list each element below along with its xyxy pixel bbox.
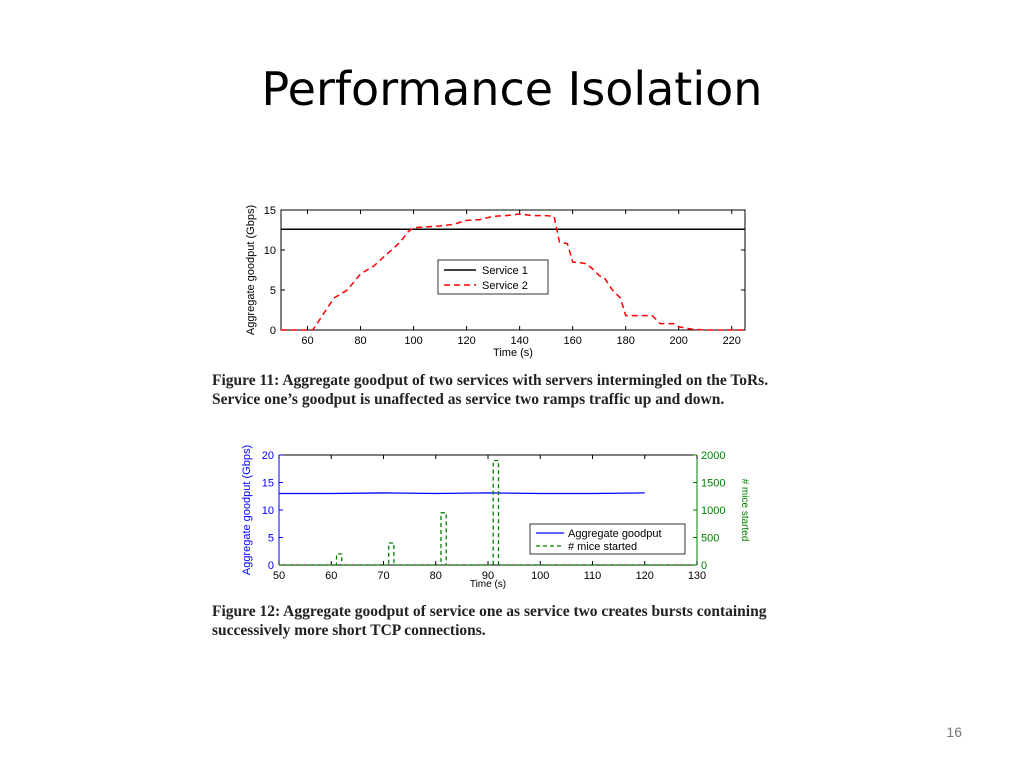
- y-tick-label: 20: [262, 450, 274, 462]
- x-tick-label: 220: [723, 335, 741, 347]
- y2-axis-label: # mice started: [739, 479, 750, 542]
- x-axis-label: Time (s): [493, 347, 533, 359]
- x-tick-label: 110: [584, 570, 602, 582]
- x-tick-label: 60: [301, 335, 313, 347]
- x-tick-label: 100: [531, 570, 549, 582]
- y-tick-label: 10: [264, 245, 276, 257]
- x-tick-label: 60: [325, 570, 337, 582]
- x-tick-label: 130: [688, 570, 706, 582]
- figure-11-caption: Figure 11: Aggregate goodput of two serv…: [212, 372, 769, 408]
- figure-11-chart: 60 80 100 120 140 160 180 200 220 0 5 10 15 Time (s) A…: [245, 205, 746, 359]
- x-tick-label: 90: [482, 570, 494, 582]
- x-tick-label: 120: [457, 335, 475, 347]
- x-tick-label: 50: [273, 570, 285, 582]
- y-tick-label: 5: [268, 533, 274, 545]
- x-tick-label: 180: [617, 335, 635, 347]
- y-tick-label: 0: [268, 560, 274, 572]
- x-tick-label: 140: [510, 335, 528, 347]
- series-line-2: [279, 459, 697, 566]
- y-tick-label: 15: [264, 205, 276, 217]
- page-number: 16: [946, 724, 962, 740]
- legend-label: # mice started: [568, 541, 637, 553]
- y2-tick-label: 1500: [701, 478, 725, 490]
- x-tick-label: 80: [430, 570, 442, 582]
- x-tick-label: 120: [636, 570, 654, 582]
- x-tick-label: 80: [354, 335, 366, 347]
- y-axis-label: Aggregate goodput (Gbps): [245, 205, 257, 335]
- x-axis-label: Time (s): [470, 579, 506, 590]
- y-tick-label: 10: [262, 505, 274, 517]
- y-tick-label: 0: [270, 325, 276, 337]
- slide-title: Performance Isolation: [261, 62, 763, 116]
- y-tick-label: 5: [270, 285, 276, 297]
- x-tick-label: 200: [670, 335, 688, 347]
- series-line-2: [281, 213, 745, 331]
- y2-tick-label: 500: [701, 533, 719, 545]
- y-axis-label: Aggregate goodput (Gbps): [241, 445, 253, 575]
- series-line-1: [279, 492, 645, 495]
- figure-12-caption: Figure 12: Aggregate goodput of service …: [212, 603, 767, 639]
- y2-tick-label: 0: [701, 560, 707, 572]
- x-tick-label: 100: [404, 335, 422, 347]
- y2-tick-label: 2000: [701, 450, 725, 462]
- figure-12-chart: 50 60 70 80 90 100 110 120 130051015200500100015…: [241, 445, 750, 590]
- x-tick-label: 70: [377, 570, 389, 582]
- legend-box: [529, 523, 686, 555]
- legend-label: Service 2: [482, 280, 528, 292]
- legend-label: Service 1: [482, 265, 528, 277]
- y2-tick-label: 1000: [701, 505, 725, 517]
- y-tick-label: 15: [262, 478, 274, 490]
- x-tick-label: 160: [563, 335, 581, 347]
- legend-box: [437, 259, 549, 295]
- legend-label: Aggregate goodput: [568, 528, 662, 540]
